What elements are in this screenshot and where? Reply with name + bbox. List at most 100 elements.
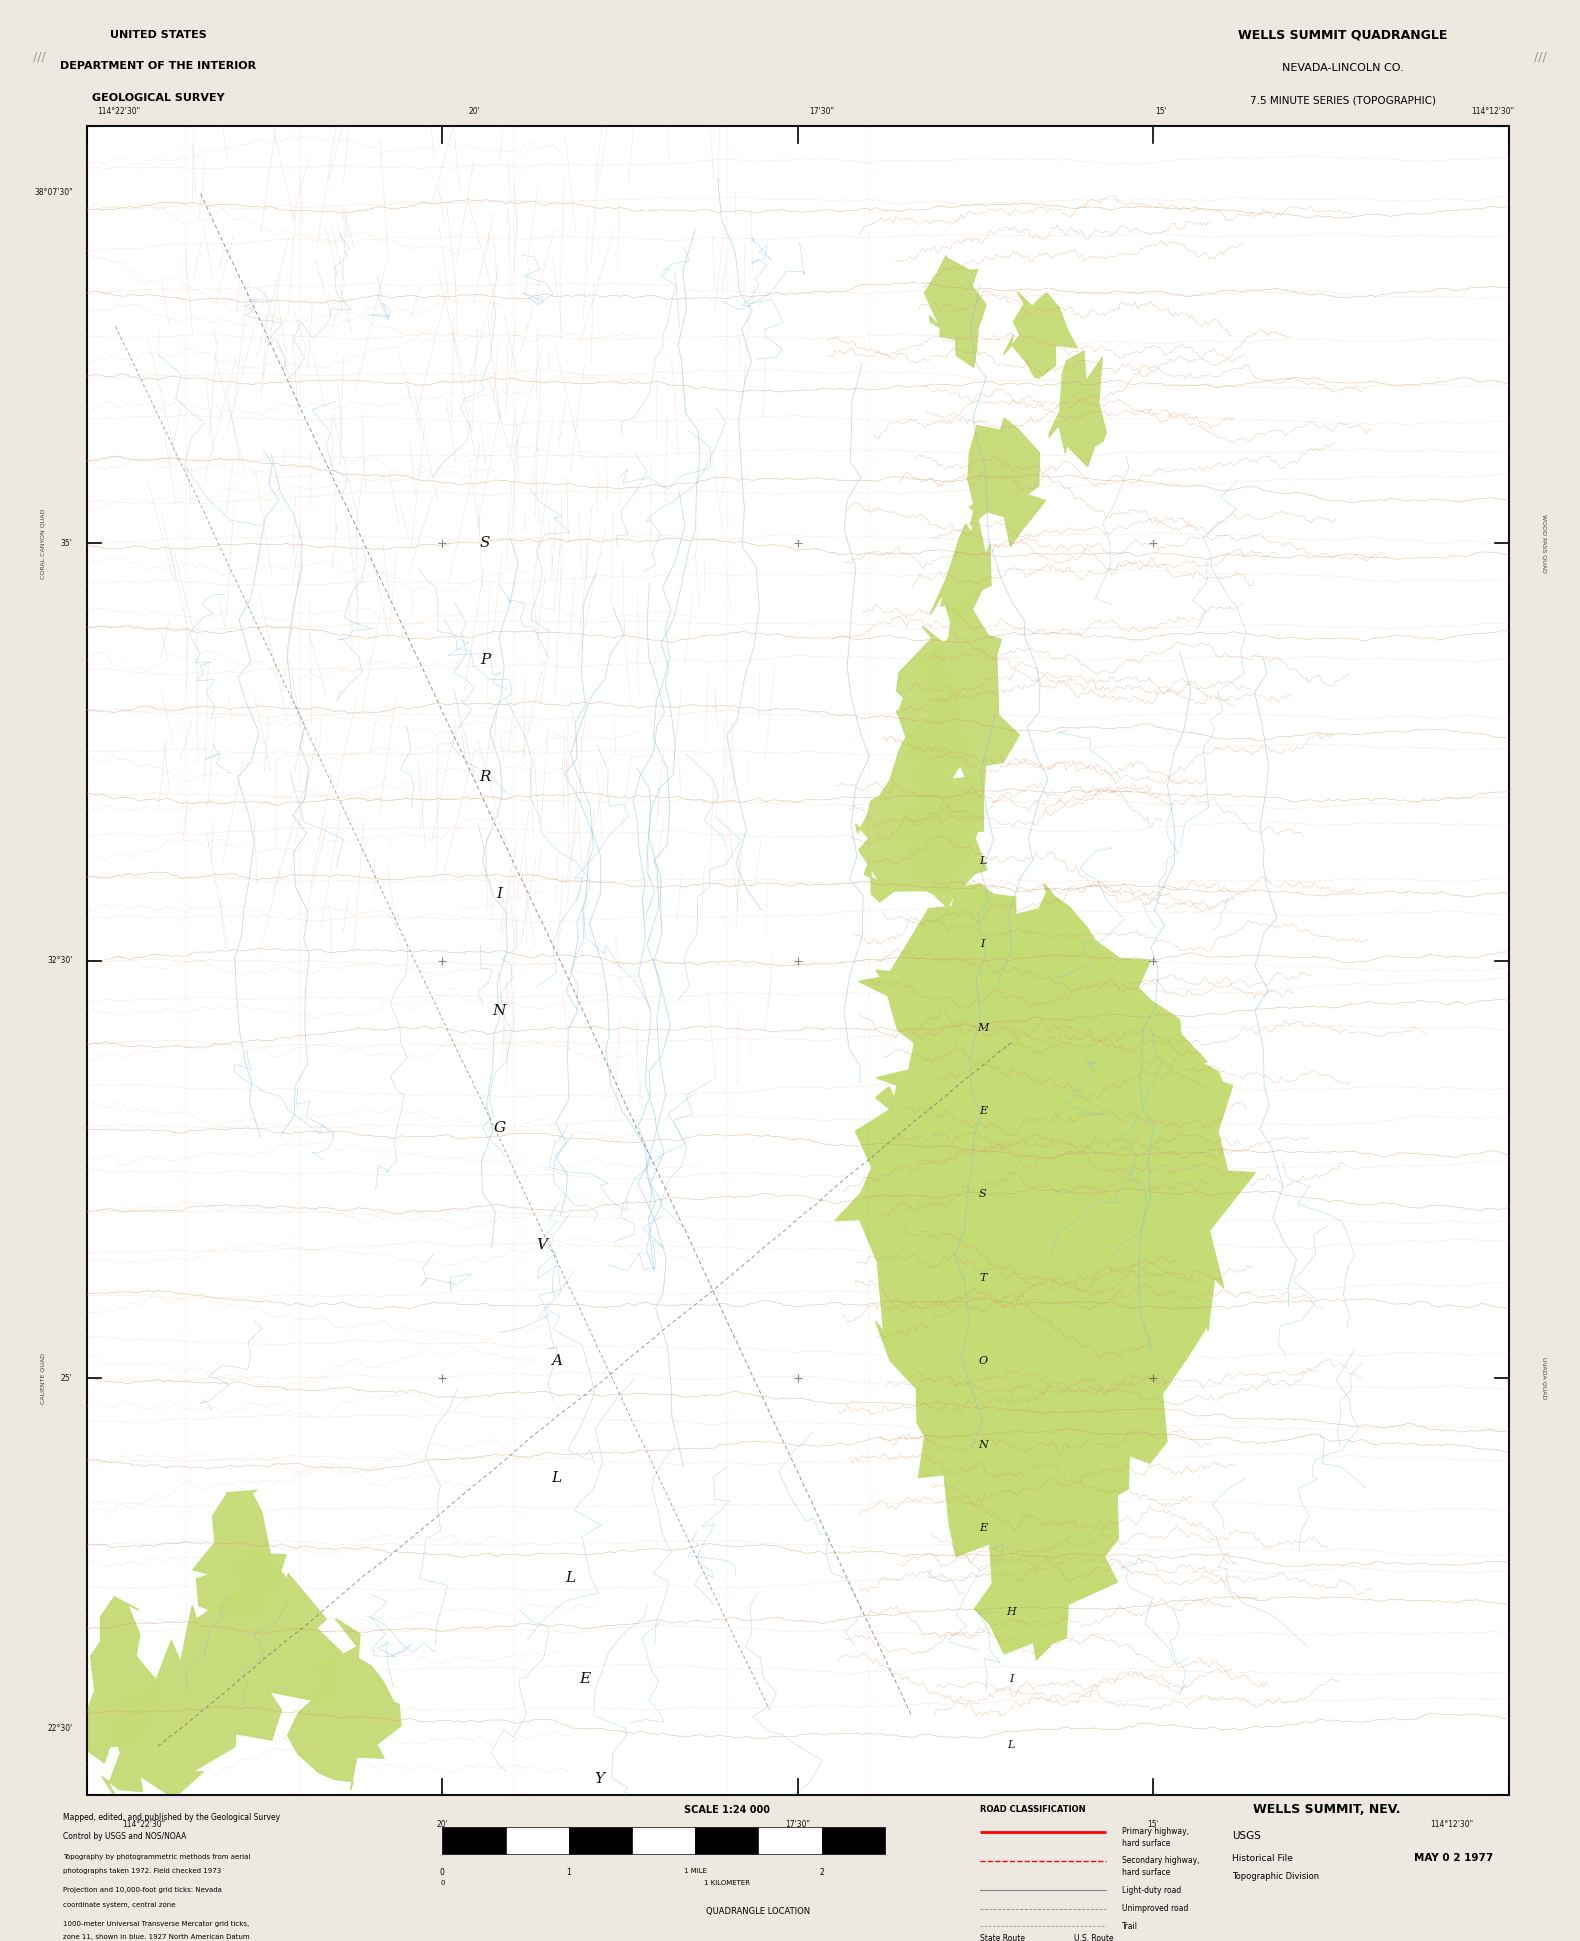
Text: GEOLOGICAL SURVEY: GEOLOGICAL SURVEY [92, 93, 224, 103]
Text: M: M [976, 1023, 989, 1033]
Text: V: V [537, 1238, 547, 1252]
Text: 2: 2 [818, 1867, 825, 1877]
Text: P: P [480, 654, 490, 668]
Text: S: S [480, 536, 490, 551]
Text: N: N [978, 1440, 988, 1450]
Text: 20': 20' [436, 1821, 449, 1830]
Bar [822, 1828, 885, 1854]
Text: 114°12'30": 114°12'30" [1430, 1821, 1474, 1830]
Text: QUADRANGLE LOCATION: QUADRANGLE LOCATION [706, 1908, 811, 1916]
Text: CALIENTE QUAD: CALIENTE QUAD [41, 1353, 46, 1403]
Text: 35': 35' [60, 540, 73, 547]
Text: 20': 20' [468, 107, 480, 116]
Text: I: I [496, 887, 502, 901]
Polygon shape [1049, 351, 1106, 466]
Text: 7.5 MINUTE SERIES (TOPOGRAPHIC): 7.5 MINUTE SERIES (TOPOGRAPHIC) [1250, 95, 1436, 107]
Text: Light-duty road: Light-duty road [1122, 1885, 1180, 1894]
Text: DEPARTMENT OF THE INTERIOR: DEPARTMENT OF THE INTERIOR [60, 60, 256, 70]
Text: L: L [566, 1572, 575, 1586]
Text: WELLS SUMMIT, NEV.: WELLS SUMMIT, NEV. [1253, 1803, 1401, 1817]
Bar [442, 1828, 506, 1854]
Text: I: I [981, 939, 984, 949]
Text: H: H [1006, 1607, 1016, 1617]
Polygon shape [969, 417, 1046, 547]
Text: photographs taken 1972. Field checked 1973: photographs taken 1972. Field checked 19… [63, 1867, 221, 1875]
Text: MAY 0 2 1977: MAY 0 2 1977 [1414, 1854, 1493, 1863]
Text: Projection and 10,000-foot grid ticks: Nevada: Projection and 10,000-foot grid ticks: N… [63, 1887, 223, 1892]
Text: G: G [493, 1120, 506, 1135]
Polygon shape [896, 765, 988, 908]
Text: 0: 0 [441, 1879, 444, 1887]
Text: 22°30': 22°30' [47, 1724, 73, 1733]
Text: UNITED STATES: UNITED STATES [109, 31, 207, 41]
Text: coordinate system, central zone: coordinate system, central zone [63, 1902, 175, 1908]
Text: 15': 15' [1155, 107, 1168, 116]
Text: ROAD CLASSIFICATION: ROAD CLASSIFICATION [980, 1805, 1085, 1815]
Polygon shape [924, 256, 986, 367]
Text: Topographic Division: Topographic Division [1232, 1873, 1319, 1881]
Text: zone 11, shown in blue. 1927 North American Datum: zone 11, shown in blue. 1927 North Ameri… [63, 1933, 250, 1939]
Text: 114°12'30": 114°12'30" [1471, 107, 1515, 116]
Text: N: N [493, 1003, 506, 1017]
Polygon shape [856, 707, 983, 903]
Text: R: R [479, 771, 491, 784]
Text: Secondary highway,: Secondary highway, [1122, 1856, 1199, 1865]
Text: Historical File: Historical File [1232, 1854, 1294, 1863]
Text: 1000-meter Universal Transverse Mercator grid ticks,: 1000-meter Universal Transverse Mercator… [63, 1920, 250, 1927]
Polygon shape [193, 1491, 286, 1615]
Text: U.S. Route: U.S. Route [1074, 1933, 1114, 1941]
Text: L: L [1008, 1741, 1014, 1751]
Polygon shape [896, 627, 973, 804]
Text: 32°30': 32°30' [47, 957, 73, 965]
Text: hard surface: hard surface [1122, 1838, 1171, 1848]
Bar [695, 1828, 758, 1854]
Text: 38°07'30": 38°07'30" [35, 188, 73, 198]
Text: ///: /// [1534, 50, 1547, 64]
Polygon shape [101, 1545, 341, 1813]
Text: 114°22'30": 114°22'30" [122, 1821, 166, 1830]
Text: 15': 15' [1147, 1821, 1160, 1830]
Text: 17'30": 17'30" [809, 107, 834, 116]
Text: 114°22'30": 114°22'30" [96, 107, 141, 116]
Bar [758, 1828, 822, 1854]
Text: Y: Y [594, 1772, 604, 1786]
Text: 25': 25' [62, 1374, 73, 1382]
Text: Control by USGS and NOS/NOAA: Control by USGS and NOS/NOAA [63, 1832, 186, 1840]
Text: WOOD PASS QUAD: WOOD PASS QUAD [1542, 514, 1547, 573]
Text: L: L [551, 1471, 561, 1485]
Text: Topography by photogrammetric methods from aerial: Topography by photogrammetric methods fr… [63, 1854, 251, 1859]
Text: SCALE 1:24 000: SCALE 1:24 000 [684, 1805, 769, 1815]
Polygon shape [915, 588, 1019, 811]
Text: I: I [1010, 1673, 1013, 1683]
Text: State Route: State Route [980, 1933, 1024, 1941]
Text: WELLS SUMMIT QUADRANGLE: WELLS SUMMIT QUADRANGLE [1239, 29, 1447, 43]
Polygon shape [1003, 291, 1078, 378]
Text: CORAL CANYON QUAD: CORAL CANYON QUAD [41, 509, 46, 578]
Text: 1: 1 [566, 1867, 572, 1877]
Text: L: L [980, 856, 986, 866]
Text: 1 MILE: 1 MILE [684, 1867, 706, 1875]
Text: UVADA QUAD: UVADA QUAD [1542, 1357, 1547, 1399]
Text: O: O [978, 1357, 988, 1366]
Text: ///: /// [33, 50, 46, 64]
Text: 1 KILOMETER: 1 KILOMETER [703, 1879, 750, 1887]
Text: Primary highway,: Primary highway, [1122, 1826, 1188, 1836]
Text: Trail: Trail [1122, 1922, 1138, 1931]
Text: USGS: USGS [1232, 1830, 1261, 1842]
Bar [506, 1828, 569, 1854]
Text: E: E [578, 1671, 591, 1685]
Text: Unimproved road: Unimproved road [1122, 1904, 1188, 1914]
Text: E: E [978, 1106, 988, 1116]
Text: Mapped, edited, and published by the Geological Survey: Mapped, edited, and published by the Geo… [63, 1813, 280, 1823]
Bar [569, 1828, 632, 1854]
Text: A: A [551, 1355, 561, 1368]
Text: 17'30": 17'30" [785, 1821, 811, 1830]
Text: hard surface: hard surface [1122, 1867, 1171, 1877]
Text: NEVADA-LINCOLN CO.: NEVADA-LINCOLN CO. [1283, 64, 1403, 74]
Text: S: S [980, 1190, 986, 1200]
Polygon shape [836, 883, 1255, 1660]
Text: E: E [978, 1524, 988, 1533]
Text: 0: 0 [439, 1867, 446, 1877]
Polygon shape [288, 1619, 401, 1790]
Polygon shape [931, 505, 991, 623]
